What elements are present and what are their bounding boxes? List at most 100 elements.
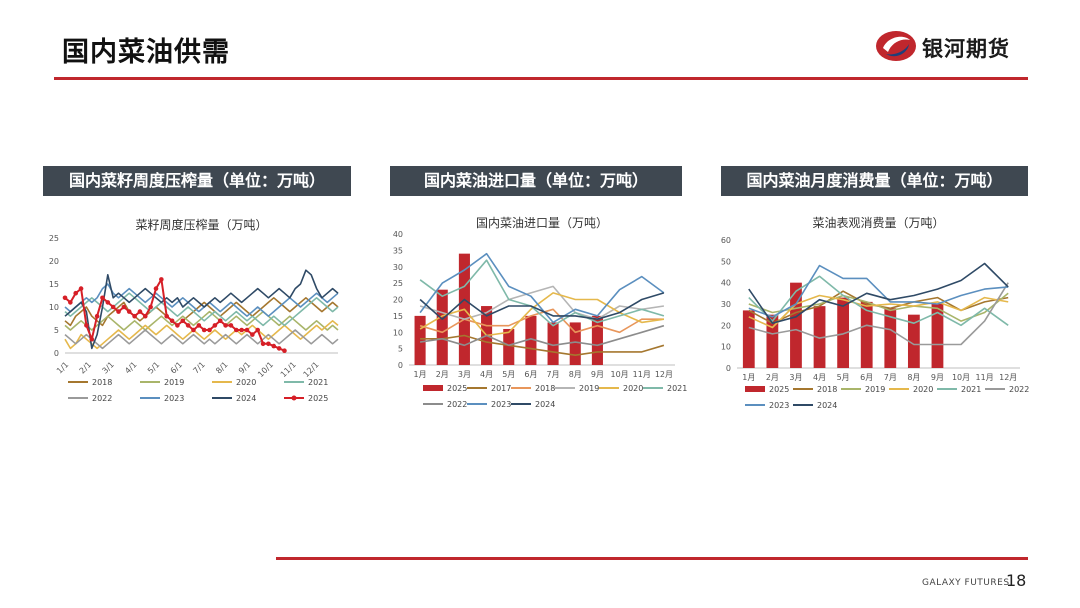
y-tick-label: 0	[726, 364, 731, 373]
consumption-chart: 菜油表观消费量（万吨） 0 10 20 30 40 50 60 1月 2月 3月 4月 5月 6月 7月 8月…	[721, 216, 1030, 410]
series-point-2025	[250, 332, 255, 337]
chart-title: 菜籽周度压榨量（万吨）	[135, 217, 267, 232]
chart-title: 菜油表观消费量（万吨）	[812, 216, 944, 230]
x-tick-label: 7月	[884, 373, 897, 382]
x-tick-label: 12月	[655, 370, 673, 379]
x-tick-label: 3月	[458, 370, 471, 379]
legend-label: 2020	[623, 384, 643, 393]
y-tick-label: 30	[393, 263, 403, 272]
y-tick-label: 0	[54, 349, 59, 358]
series-point-2025	[62, 295, 68, 301]
series-point-2025	[126, 309, 132, 314]
series-line-2024	[64, 269, 339, 350]
series-point-2025	[217, 318, 223, 324]
y-tick-label: 20	[393, 296, 403, 305]
series-point-2025	[68, 300, 73, 305]
legend-label: 2020	[236, 378, 256, 387]
x-tick-label: 11月	[633, 370, 651, 379]
series-point-2025	[196, 323, 202, 328]
series-point-2025	[169, 318, 175, 324]
bar-2025	[436, 289, 448, 365]
legend-label: 2017	[491, 384, 511, 393]
series-line-2020	[748, 294, 1009, 329]
y-tick-label: 10	[721, 343, 731, 352]
series-line-2022	[419, 324, 665, 347]
x-tick-label: 1月	[742, 373, 755, 382]
series-point-2025	[142, 313, 148, 319]
x-tick-label: 1月	[414, 370, 427, 379]
legend-label: 2018	[817, 385, 837, 394]
x-tick-label: 9月	[931, 373, 944, 382]
bar-2025	[860, 301, 873, 368]
series-line-2018	[419, 308, 664, 334]
series-point-2025	[266, 341, 271, 347]
bar-2025	[931, 304, 944, 368]
page-number: 18	[1006, 571, 1027, 590]
x-tick-label: 7/1	[191, 360, 206, 375]
y-tick-label: 5	[54, 326, 59, 335]
galaxy-logo-icon	[876, 31, 916, 61]
series-point-2025	[223, 323, 228, 328]
bar-2025	[525, 315, 537, 365]
series-point-2025	[159, 277, 164, 282]
x-tick-label: 2月	[436, 370, 449, 379]
legend-label: 2024	[535, 400, 555, 409]
bar-2025	[591, 315, 603, 365]
y-tick-label: 25	[49, 234, 59, 243]
series-line-2024	[748, 262, 1009, 324]
series-line-2017	[420, 334, 665, 356]
y-tick-label: 40	[721, 279, 731, 288]
legend-label: 2018	[535, 384, 555, 393]
y-tick-label: 0	[398, 361, 403, 370]
series-point-2025	[100, 295, 105, 301]
bar-2025	[547, 322, 559, 365]
x-tick-label: 10月	[952, 373, 970, 382]
y-tick-label: 15	[49, 280, 59, 289]
x-tick-label: 7月	[547, 370, 560, 379]
x-tick-label: 8/1	[214, 360, 229, 375]
panel-header-crush: 国内菜籽周度压榨量（单位：万吨）	[43, 166, 351, 196]
bar-2025	[813, 306, 826, 368]
x-tick-label: 3/1	[100, 360, 115, 375]
x-tick-label: 10/1	[256, 360, 275, 379]
x-tick-label: 5月	[502, 370, 515, 379]
y-tick-label: 40	[393, 230, 403, 239]
x-tick-label: 4月	[813, 373, 826, 382]
legend-label: 2025	[447, 384, 467, 393]
series-point-2025	[260, 341, 266, 347]
series-point-2025	[271, 343, 277, 349]
bar-2025	[790, 282, 802, 368]
series-point-2025	[148, 304, 153, 310]
y-tick-label: 30	[721, 300, 731, 309]
series-point-2025	[244, 327, 250, 333]
series-line-2024	[419, 292, 665, 320]
series-point-2025	[212, 323, 218, 328]
x-tick-label: 3月	[789, 373, 802, 382]
x-tick-label: 11月	[976, 373, 994, 382]
page-title: 国内菜油供需	[62, 37, 230, 68]
bottom-divider	[276, 557, 1028, 560]
series-point-2025	[233, 327, 239, 333]
x-tick-label: 10月	[610, 370, 628, 379]
x-tick-label: 4月	[480, 370, 493, 379]
x-tick-label: 6月	[524, 370, 537, 379]
series-point-2025	[132, 313, 137, 319]
footer-brand: GALAXY FUTURES	[922, 578, 1010, 588]
x-tick-label: 11/1	[279, 360, 298, 379]
legend-label: 2024	[817, 401, 837, 410]
x-tick-label: 8月	[569, 370, 582, 379]
x-tick-label: 2月	[766, 373, 779, 382]
bar-2025	[742, 310, 755, 368]
logo-text: 银河期货	[922, 37, 1010, 61]
series-point-2025	[89, 336, 95, 342]
x-tick-label: 9月	[591, 370, 604, 379]
series-point-2025	[282, 348, 287, 353]
series-point-2025	[207, 327, 212, 333]
x-tick-label: 4/1	[123, 360, 138, 375]
series-point-2025	[121, 304, 127, 310]
legend-label: 2018	[92, 378, 112, 387]
series-point-2025	[255, 327, 261, 333]
y-tick-label: 20	[721, 321, 731, 330]
